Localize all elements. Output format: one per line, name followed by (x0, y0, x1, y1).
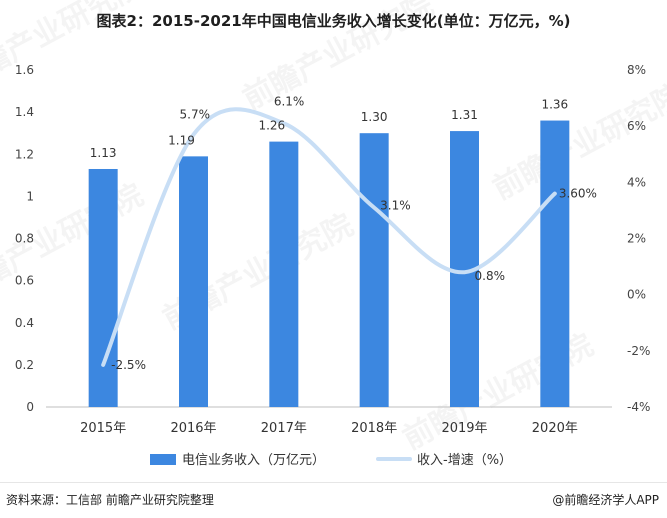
bar (269, 141, 299, 408)
left-tick-label: 1.4 (15, 105, 34, 119)
bar-value-label: 1.31 (451, 108, 478, 122)
line-value-label: -2.5% (111, 358, 146, 372)
line-value-label: 3.60% (559, 187, 597, 201)
bar-value-label: 1.19 (168, 133, 195, 147)
bar-value-label: 1.26 (258, 119, 285, 133)
right-tick-label: 2% (627, 232, 646, 246)
chart-title: 图表2：2015-2021年中国电信业务收入增长变化(单位：万亿元，%) (96, 12, 571, 30)
right-tick-label: 6% (627, 119, 646, 133)
bar-value-label: 1.13 (90, 146, 117, 160)
watermark-text-0: 前瞻产业研究院 (0, 0, 149, 97)
left-tick-label: 1 (26, 189, 34, 203)
bar (359, 133, 389, 407)
bar-value-label: 1.36 (541, 98, 568, 112)
bar (540, 120, 570, 408)
left-tick-label: 0 (26, 400, 34, 414)
right-tick-label: 4% (627, 175, 646, 189)
bar (88, 168, 118, 407)
legend-bar-swatch (150, 454, 176, 465)
legend-line-label: 收入-增速（%） (417, 453, 512, 468)
line-value-label: 5.7% (180, 108, 211, 122)
credit-note: @前瞻经济学人APP (552, 493, 659, 507)
category-label: 2016年 (170, 421, 216, 436)
right-tick-label: 8% (627, 63, 646, 77)
left-tick-label: 1.2 (15, 147, 34, 161)
left-tick-label: 0.2 (15, 358, 34, 372)
category-label: 2020年 (532, 421, 578, 436)
category-label: 2019年 (441, 421, 487, 436)
line-value-label: 3.1% (380, 199, 411, 213)
legend-bar-label: 电信业务收入（万亿元） (182, 452, 325, 468)
right-tick-label: -2% (627, 344, 650, 358)
left-tick-label: 0.4 (15, 316, 34, 330)
footer-divider (0, 482, 667, 483)
line-value-label: 0.8% (475, 269, 506, 283)
left-tick-label: 0.6 (15, 274, 34, 288)
growth-line (101, 107, 557, 367)
left-tick-label: 1.6 (15, 63, 34, 77)
category-label: 2017年 (261, 421, 307, 436)
right-tick-label: -4% (627, 400, 650, 414)
bar (179, 156, 208, 407)
category-label: 2018年 (351, 421, 397, 436)
bar-value-label: 1.30 (361, 110, 388, 124)
line-value-label: 6.1% (274, 94, 305, 108)
watermark-text-1: 前瞻产业研究院 (237, 0, 439, 117)
source-note: 资料来源：工信部 前瞻产业研究院整理 (6, 493, 214, 507)
left-tick-label: 0.8 (15, 232, 34, 246)
category-label: 2015年 (80, 421, 126, 436)
right-tick-label: 0% (627, 288, 646, 302)
